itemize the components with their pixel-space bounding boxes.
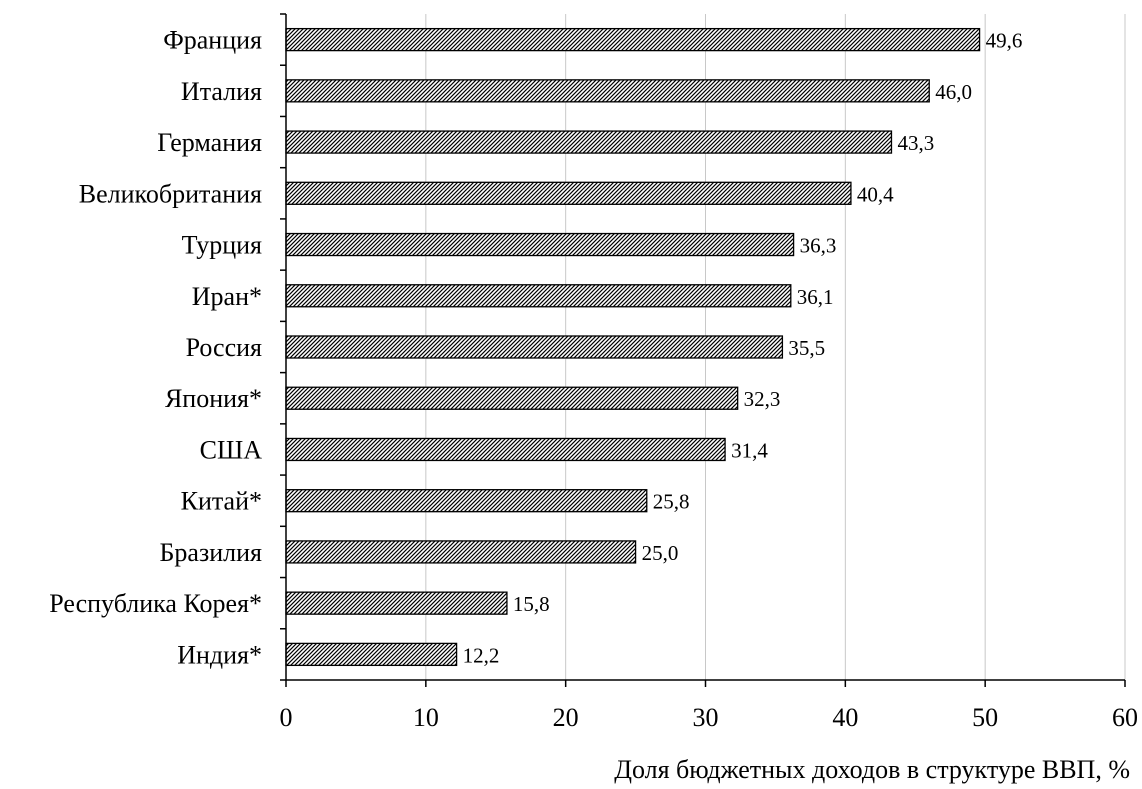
bar-3 <box>285 130 893 154</box>
bar-2 <box>285 79 930 103</box>
bar-10 <box>285 489 648 513</box>
category-label: Бразилия <box>159 538 262 567</box>
value-label: 36,1 <box>797 285 834 309</box>
bar-12 <box>285 591 508 615</box>
value-label: 12,2 <box>463 643 500 667</box>
x-tick-label: 60 <box>1112 703 1138 732</box>
bar-5 <box>285 232 795 257</box>
category-label: США <box>200 435 263 464</box>
value-label: 43,3 <box>897 131 934 155</box>
category-label: Турция <box>182 231 262 260</box>
labels: Франция 49,6 Италия 46,0 Германия 43,3 Великоб… <box>49 26 1138 732</box>
axes <box>280 13 1126 687</box>
category-label: Франция <box>163 26 262 55</box>
category-label: Китай* <box>181 487 262 516</box>
x-tick-label: 0 <box>280 703 293 732</box>
category-label: Италия <box>181 77 262 106</box>
x-tick-label: 10 <box>413 703 439 732</box>
value-label: 36,3 <box>800 234 837 258</box>
bar-4 <box>285 181 852 205</box>
category-label: Россия <box>186 333 262 362</box>
value-label: 46,0 <box>935 80 972 104</box>
bar-7 <box>285 335 784 359</box>
value-label: 15,8 <box>513 592 550 616</box>
category-label: Япония* <box>165 384 262 413</box>
bar-9 <box>285 437 726 462</box>
category-label: Германия <box>157 128 262 157</box>
bar-6 <box>285 284 792 308</box>
bar-13 <box>285 642 458 667</box>
value-label: 35,5 <box>788 336 825 360</box>
x-tick-label: 20 <box>553 703 579 732</box>
value-label: 32,3 <box>744 387 781 411</box>
bars <box>285 27 981 667</box>
x-axis-title: Доля бюджетных доходов в структуре ВВП, … <box>614 755 1130 784</box>
value-label: 25,8 <box>653 490 690 514</box>
category-label: Индия* <box>177 640 262 669</box>
x-tick-label: 50 <box>972 703 998 732</box>
category-label: Великобритания <box>79 179 262 208</box>
value-label: 31,4 <box>731 438 768 462</box>
value-label: 49,6 <box>986 29 1023 53</box>
bar-11 <box>285 540 637 564</box>
x-tick-label: 30 <box>693 703 719 732</box>
value-label: 40,4 <box>857 182 894 206</box>
category-label: Республика Корея* <box>49 589 262 618</box>
category-label: Иран* <box>192 282 262 311</box>
bar-1 <box>285 27 981 52</box>
bar-8 <box>285 386 739 410</box>
x-tick-label: 40 <box>832 703 858 732</box>
value-label: 25,0 <box>642 541 679 565</box>
